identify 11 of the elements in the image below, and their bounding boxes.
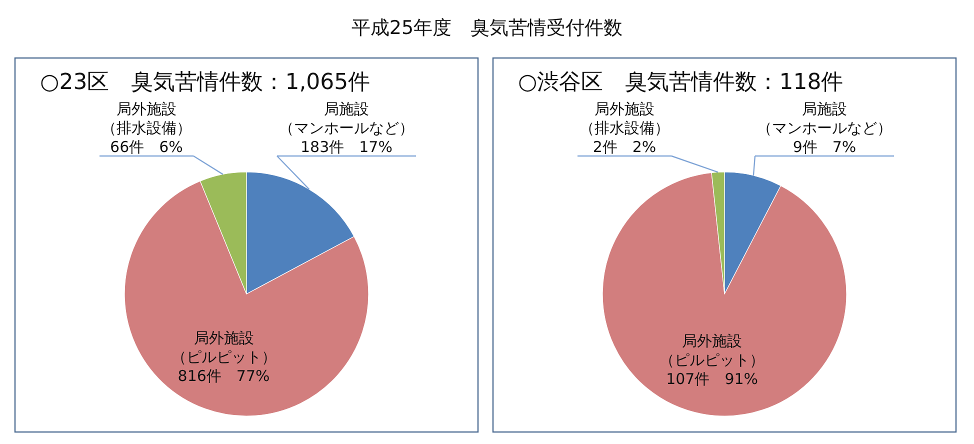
- slice-label: 局外施設（排水設備）: [580, 100, 670, 137]
- slice-label: 局施設（マンホールなど）: [757, 100, 892, 137]
- data-label: 183件 17%: [300, 138, 392, 156]
- title: 平成25年度 臭気苦情受付件数: [351, 17, 623, 39]
- data-label: 9件 7%: [792, 138, 856, 156]
- title: ○23区 臭気苦情件数：1,065件: [40, 70, 370, 95]
- slice-label: 局施設（マンホールなど）: [279, 100, 414, 137]
- data-label: 66件 6%: [110, 138, 183, 156]
- title: ○渋谷区 臭気苦情件数：118件: [518, 70, 844, 95]
- data-label: 2件 2%: [592, 138, 656, 156]
- slice-label: 局外施設（排水設備）: [102, 100, 192, 137]
